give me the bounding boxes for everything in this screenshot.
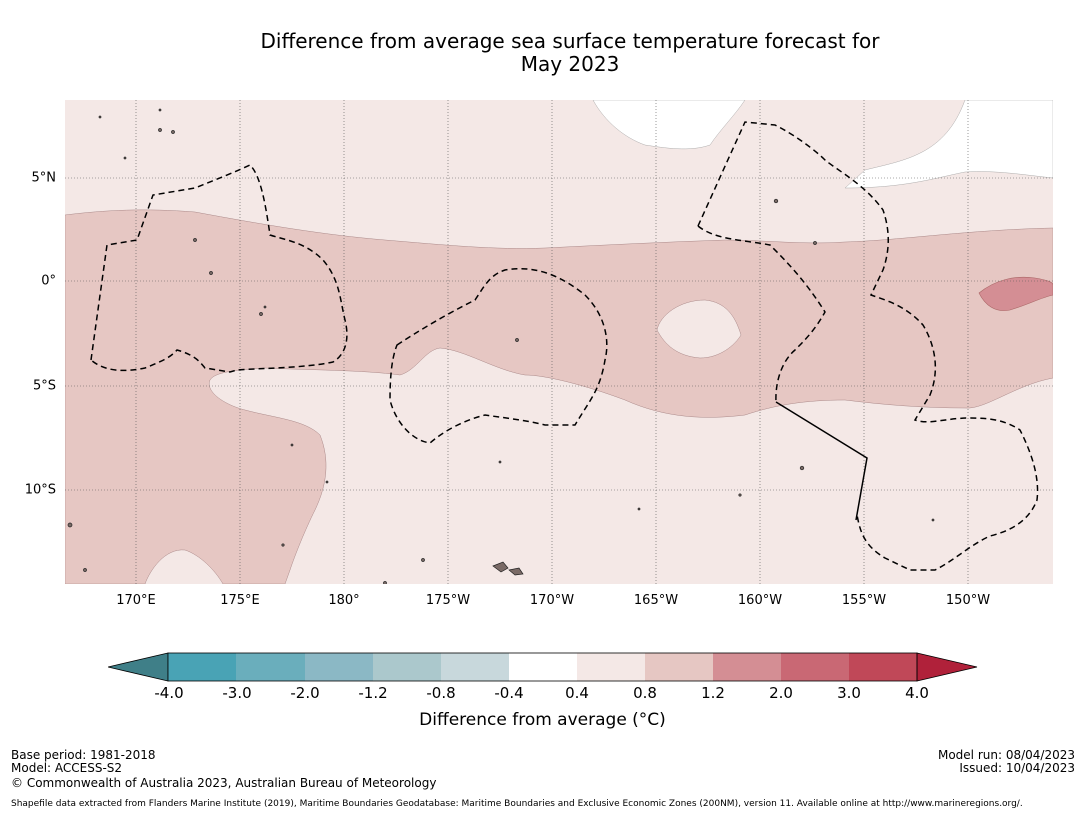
colorbar-tick-6: -0.4 xyxy=(494,684,524,702)
lon-label-170e: 170°E xyxy=(116,593,156,608)
model-name: Model: ACCESS-S2 xyxy=(11,761,123,775)
title-line-2: May 2023 xyxy=(520,52,620,76)
near-zero-region-north xyxy=(592,100,746,150)
colorbar-segment-2 xyxy=(236,653,305,681)
base-period: Base period: 1981-2018 xyxy=(11,748,156,762)
colorbar-tick-8: 0.8 xyxy=(633,684,657,702)
chart-title: Difference from average sea surface temp… xyxy=(0,30,1085,76)
lon-label-160w: 160°W xyxy=(737,593,783,608)
lon-label-175e: 175°E xyxy=(220,593,260,608)
warm-band-0_8-1_2 xyxy=(65,209,1053,584)
eez-solid-boundary xyxy=(775,401,868,521)
lon-label-170w: 170°W xyxy=(529,593,575,608)
sst-anomaly-map xyxy=(65,100,1053,584)
lat-label-5s: 5°S xyxy=(32,378,56,394)
lon-label-150w: 150°W xyxy=(945,593,991,608)
colorbar-segment-8 xyxy=(645,653,713,681)
colorbar-segment-10 xyxy=(781,653,849,681)
colorbar-tick-11: 3.0 xyxy=(837,684,861,702)
lon-label-175w: 175°W xyxy=(425,593,471,608)
colorbar-segment-4 xyxy=(373,653,441,681)
shapefile-credit: Shapefile data extracted from Flanders M… xyxy=(11,799,1023,809)
lon-label-155w: 155°W xyxy=(841,593,887,608)
metadata-left: Base period: 1981-2018 Model: ACCESS-S2 … xyxy=(11,749,436,790)
colorbar-tick-5: -0.8 xyxy=(426,684,456,702)
colorbar-segment-6 xyxy=(509,653,577,681)
colorbar-segment-3 xyxy=(305,653,373,681)
metadata-right: Model run: 08/04/2023 Issued: 10/04/2023 xyxy=(938,749,1075,775)
cool-patch-central xyxy=(656,299,742,359)
colorbar-tick-4: -1.2 xyxy=(358,684,388,702)
colorbar xyxy=(108,652,978,682)
eez-boundaries xyxy=(90,121,1039,571)
lat-label-5n: 5°N xyxy=(31,170,57,186)
near-zero-region-east xyxy=(844,100,1053,189)
colorbar-title: Difference from average (°C) xyxy=(419,710,666,730)
colorbar-tick-10: 2.0 xyxy=(769,684,793,702)
colorbar-tick-12: 4.0 xyxy=(905,684,929,702)
copyright: © Commonwealth of Australia 2023, Austra… xyxy=(11,776,437,790)
colorbar-tick-1: -4.0 xyxy=(154,684,184,702)
colorbar-extend-high xyxy=(916,652,978,682)
model-run: Model run: 08/04/2023 xyxy=(937,748,1075,762)
colorbar-segment-11 xyxy=(849,653,917,681)
colorbar-tick-3: -2.0 xyxy=(290,684,320,702)
title-line-1: Difference from average sea surface temp… xyxy=(260,29,880,53)
colorbar-extend-low xyxy=(108,652,169,682)
lon-label-180: 180° xyxy=(328,593,360,608)
lat-label-0: 0° xyxy=(41,273,56,289)
lat-label-10s: 10°S xyxy=(24,482,56,498)
colorbar-tick-2: -3.0 xyxy=(222,684,252,702)
colorbar-segment-9 xyxy=(713,653,781,681)
colorbar-segment-1 xyxy=(168,653,236,681)
colorbar-segment-7 xyxy=(577,653,645,681)
islands xyxy=(67,108,935,584)
warm-hotspot-east xyxy=(978,276,1053,311)
issued-date: Issued: 10/04/2023 xyxy=(959,761,1075,775)
colorbar-segment-5 xyxy=(441,653,509,681)
colorbar-tick-7: 0.4 xyxy=(565,684,589,702)
colorbar-tick-9: 1.2 xyxy=(701,684,725,702)
lon-label-165w: 165°W xyxy=(633,593,679,608)
